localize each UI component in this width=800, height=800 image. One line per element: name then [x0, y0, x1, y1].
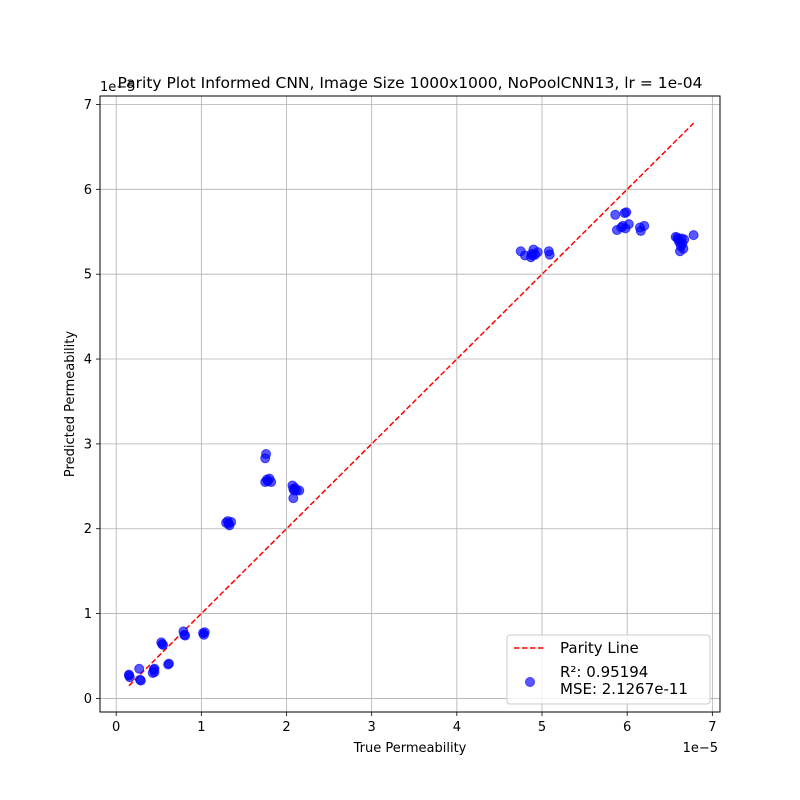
x-tick-label: 7: [708, 720, 716, 735]
x-axis-offset-label: 1e−5: [683, 741, 718, 756]
x-axis-ticks: 0 1 2 3 4 5 6 7: [112, 712, 716, 735]
data-point: [610, 209, 621, 220]
y-axis-label: Predicted Permeability: [63, 331, 78, 477]
data-point: [199, 627, 210, 638]
legend-series-label: R²: 0.95194 MSE: 2.1267e-11: [560, 663, 688, 698]
y-tick-label: 3: [84, 437, 92, 452]
grid-lines: [100, 96, 720, 712]
data-point: [623, 219, 634, 230]
legend: Parity Line R²: 0.95194 MSE: 2.1267e-11: [506, 634, 711, 705]
legend-parity-line-label: Parity Line: [560, 639, 639, 657]
data-point: [180, 630, 191, 641]
data-point: [294, 485, 305, 496]
y-tick-label: 5: [84, 268, 92, 283]
data-point: [158, 639, 169, 650]
x-tick-label: 1: [197, 720, 205, 735]
y-tick-label: 0: [84, 692, 92, 707]
data-point: [135, 675, 146, 686]
chart-title: Parity Plot Informed CNN, Image Size 100…: [118, 74, 703, 92]
y-axis-offset-label: 1e−5: [100, 80, 135, 95]
parity-line: [128, 122, 695, 687]
data-point: [261, 449, 272, 460]
plot-frame: [99, 95, 721, 713]
x-tick-label: 2: [282, 720, 290, 735]
x-tick-label: 3: [368, 720, 376, 735]
x-tick-label: 5: [538, 720, 546, 735]
data-point: [123, 669, 134, 680]
data-point: [621, 207, 632, 218]
y-tick-label: 2: [84, 522, 92, 537]
data-point: [639, 220, 650, 231]
x-tick-label: 0: [112, 720, 120, 735]
y-tick-label: 7: [84, 98, 92, 113]
data-point: [677, 238, 688, 249]
data-point: [288, 493, 299, 504]
data-point: [149, 667, 160, 678]
y-axis-ticks: 0 1 2 3 4 5 6 7: [84, 98, 100, 707]
x-tick-label: 4: [453, 720, 461, 735]
y-tick-label: 1: [84, 607, 92, 622]
legend-box: [506, 634, 711, 705]
data-point: [544, 249, 555, 260]
data-point: [163, 659, 174, 670]
y-tick-label: 6: [84, 183, 92, 198]
scatter-points: [123, 207, 699, 686]
data-point: [266, 477, 277, 488]
parity-line-layer: [128, 122, 695, 687]
x-axis-label: True Permeability: [353, 741, 467, 756]
x-tick-label: 6: [623, 720, 631, 735]
data-point: [134, 663, 145, 674]
y-tick-label: 4: [84, 353, 92, 368]
data-point: [223, 518, 234, 529]
data-point: [688, 230, 699, 241]
legend-points-swatch: [525, 677, 535, 687]
data-point: [527, 250, 538, 261]
